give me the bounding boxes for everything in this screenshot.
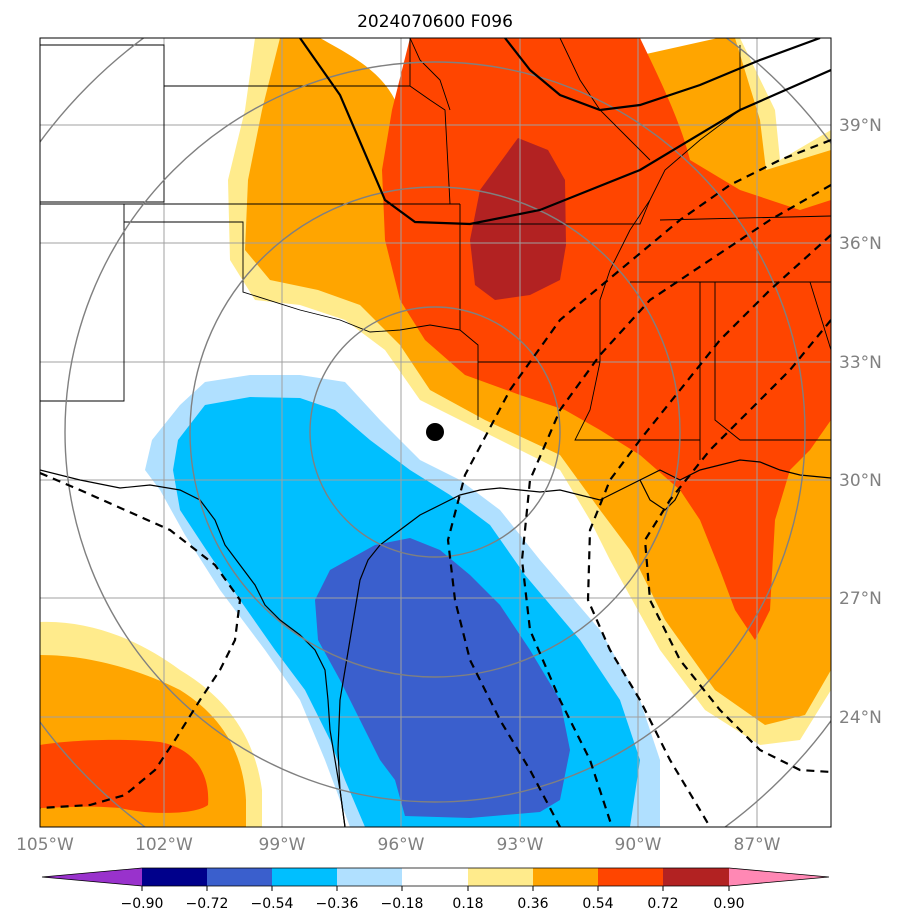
- colorbar-label: −0.54: [251, 896, 294, 912]
- colorbar-over-arrow: [729, 868, 829, 886]
- colorbar-label: 0.36: [517, 896, 548, 912]
- colorbar-bin: [663, 868, 729, 886]
- field-0.72-0.90: [470, 138, 566, 300]
- colorbar-bin: [207, 868, 272, 886]
- colorbar-label: 0.18: [452, 896, 483, 912]
- lon-tick: 102°W: [135, 835, 193, 855]
- lat-tick: 33°N: [839, 353, 882, 373]
- lon-tick: 105°W: [16, 835, 74, 855]
- map-title: 2024070600 F096: [357, 12, 513, 32]
- positive-anomaly-sw: [40, 621, 262, 827]
- colorbar-bin: [272, 868, 337, 886]
- colorbar-bin: [337, 868, 402, 886]
- solid-contours: [299, 38, 831, 226]
- field-neg-0.54-0.72: [315, 538, 570, 818]
- colorbar-label: −0.72: [186, 896, 229, 912]
- colorbar-ticks: [141, 886, 730, 891]
- dashed-contours: [40, 138, 831, 827]
- map-frame: [39, 37, 832, 828]
- colorbar-bin: [598, 868, 663, 886]
- lon-tick: 96°W: [378, 835, 425, 855]
- lat-tick: 27°N: [839, 589, 882, 609]
- lat-tick: 36°N: [839, 234, 882, 254]
- colorbar-bin: [402, 868, 468, 886]
- lon-tick: 87°W: [734, 835, 781, 855]
- lon-tick: 99°W: [259, 835, 306, 855]
- lon-tick: 90°W: [615, 835, 662, 855]
- negative-anomaly-fields: [145, 375, 660, 827]
- lon-tick-labels: 105°W 102°W 99°W 96°W 93°W 90°W 87°W: [16, 835, 781, 855]
- colorbar-label: −0.36: [316, 896, 359, 912]
- colorbar-label: −0.18: [381, 896, 424, 912]
- lon-tick: 93°W: [497, 835, 544, 855]
- colorbar-bin: [533, 868, 598, 886]
- lat-tick: 39°N: [839, 116, 882, 136]
- colorbar-bin: [468, 868, 533, 886]
- colorbar: −0.90 −0.72 −0.54 −0.36 −0.18 0.18 0.36 …: [41, 867, 830, 912]
- colorbar-label: 0.54: [582, 896, 613, 912]
- lat-tick: 30°N: [839, 471, 882, 491]
- colorbar-bin: [142, 868, 207, 886]
- colorbar-label: −0.90: [121, 896, 164, 912]
- lat-tick: 24°N: [839, 708, 882, 728]
- colorbar-label: 0.90: [713, 896, 744, 912]
- field-sw-0.54-0.72: [40, 739, 209, 813]
- colorbar-under-arrow: [42, 868, 142, 886]
- positive-anomaly-fields: [228, 38, 831, 745]
- center-marker: [426, 423, 444, 441]
- colorbar-label: 0.72: [647, 896, 678, 912]
- lat-tick-labels: 39°N 36°N 33°N 30°N 27°N 24°N: [839, 116, 882, 728]
